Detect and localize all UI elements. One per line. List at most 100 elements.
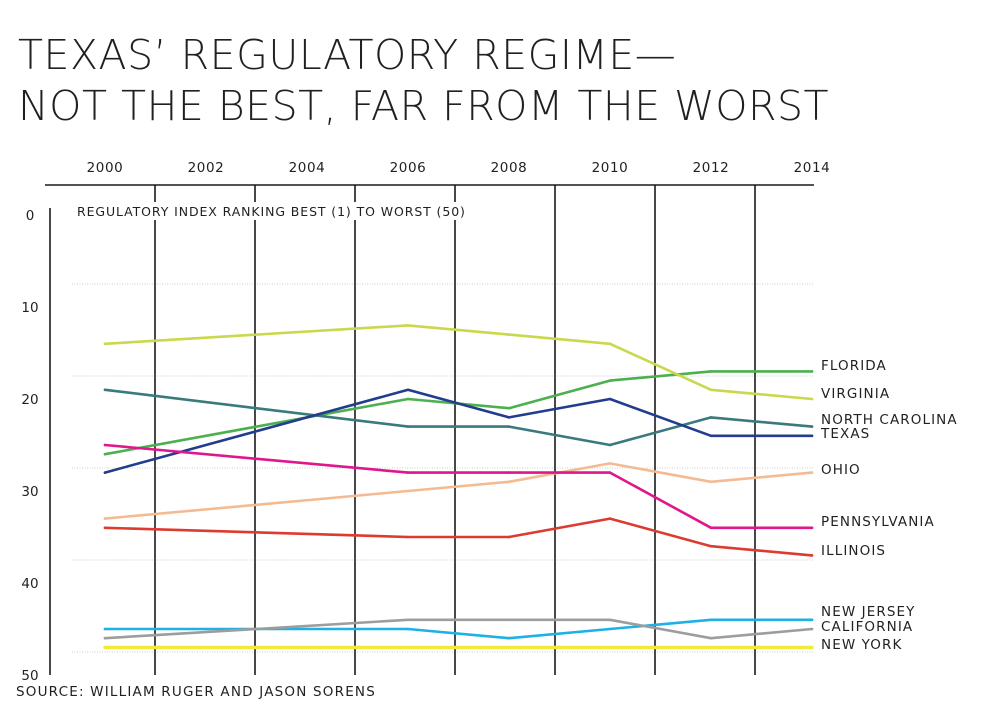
series-line-florida: [103, 370, 814, 456]
series-line-pennsylvania: [103, 443, 814, 530]
data-point-florida-2006: [406, 397, 410, 401]
series-label-illinois: ILLINOIS: [821, 543, 886, 559]
series-line-virginia: [103, 324, 814, 401]
data-point-new-york-2000: [103, 646, 107, 649]
data-point-texas-2010: [608, 397, 612, 401]
data-point-new-jersey-2014: [810, 618, 814, 622]
data-point-north-carolina-2012: [709, 416, 713, 419]
series-pennsylvania: PENNSYLVANIA: [103, 443, 935, 530]
x-tick-label-2004: 2004: [289, 160, 326, 176]
x-tick-label-2008: 2008: [491, 160, 528, 176]
data-point-illinois-2012: [709, 544, 713, 548]
x-tick-label-2000: 2000: [87, 160, 124, 176]
series-line-illinois: [103, 517, 814, 557]
data-point-virginia-2006: [406, 324, 410, 327]
data-point-texas-2012: [709, 434, 713, 438]
data-point-new-jersey-2012: [709, 618, 713, 622]
x-tick-label-2006: 2006: [390, 160, 427, 176]
series-label-north-carolina: NORTH CAROLINA: [821, 412, 958, 428]
series-label-virginia: VIRGINIA: [821, 386, 890, 402]
series-north-carolina: NORTH CAROLINA: [103, 388, 958, 447]
data-point-virginia-2010: [608, 342, 612, 346]
data-point-texas-2014: [810, 434, 814, 438]
data-point-texas-2008: [507, 416, 511, 419]
series-label-texas: TEXAS: [820, 426, 870, 442]
data-point-north-carolina-2008: [507, 425, 511, 428]
data-point-new-york-2012: [709, 646, 713, 649]
data-point-virginia-2014: [810, 397, 814, 401]
data-point-new-york-2010: [608, 646, 612, 649]
y-tick-label-50: 50: [21, 668, 38, 684]
data-point-illinois-2006: [406, 535, 410, 539]
x-tick-label-2010: 2010: [592, 160, 629, 176]
series-illinois: ILLINOIS: [103, 517, 886, 559]
y-tick-label-40: 40: [21, 576, 38, 592]
data-point-pennsylvania-2008: [507, 471, 511, 474]
y-tick-label-30: 30: [21, 484, 38, 500]
y-tick-label-0: 0: [26, 208, 35, 224]
data-point-illinois-2000: [103, 526, 107, 530]
series-label-new-jersey: NEW JERSEY: [821, 604, 916, 620]
data-point-pennsylvania-2012: [709, 526, 713, 530]
source-note: SOURCE: WILLIAM RUGER AND JASON SORENS: [16, 684, 376, 700]
series-texas: TEXAS: [103, 388, 870, 474]
series-label-new-york: NEW YORK: [821, 637, 902, 653]
data-point-new-jersey-2008: [507, 636, 511, 640]
series-line-north-carolina: [103, 388, 814, 447]
data-point-ohio-2012: [709, 480, 713, 484]
y-tick-label-10: 10: [21, 300, 38, 316]
data-point-new-jersey-2006: [406, 627, 410, 631]
series-new-jersey: NEW JERSEY: [103, 604, 916, 640]
data-point-new-york-2014: [810, 646, 814, 649]
data-point-new-york-2008: [507, 646, 511, 649]
data-point-illinois-2008: [507, 535, 511, 539]
data-point-california-2014: [810, 627, 814, 631]
chart-title-line-1: TEXAS’ REGULATORY REGIME—: [18, 31, 677, 79]
data-point-illinois-2014: [810, 554, 814, 557]
data-point-florida-2000: [103, 452, 107, 456]
x-tick-label-2002: 2002: [188, 160, 225, 176]
data-point-north-carolina-2006: [406, 425, 410, 428]
data-point-ohio-2000: [103, 517, 107, 520]
data-point-virginia-2012: [709, 388, 713, 392]
series-ohio: OHIO: [103, 462, 861, 520]
x-tick-label-2012: 2012: [693, 160, 730, 176]
data-point-ohio-2006: [406, 489, 410, 493]
series-california: CALIFORNIA: [103, 618, 912, 640]
data-point-florida-2008: [507, 406, 511, 410]
data-point-pennsylvania-2000: [103, 443, 107, 447]
series-new-york: NEW YORK: [103, 637, 902, 653]
series-label-ohio: OHIO: [821, 462, 861, 478]
series-label-pennsylvania: PENNSYLVANIA: [821, 514, 935, 530]
data-point-florida-2010: [608, 379, 612, 382]
chart-subtitle: REGULATORY INDEX RANKING BEST (1) TO WOR…: [77, 204, 466, 219]
data-point-virginia-2000: [103, 342, 107, 346]
data-point-new-jersey-2010: [608, 627, 612, 631]
data-point-illinois-2010: [608, 517, 612, 520]
data-point-north-carolina-2010: [608, 443, 612, 447]
data-point-north-carolina-2014: [810, 425, 814, 428]
data-point-north-carolina-2000: [103, 388, 107, 392]
data-point-ohio-2014: [810, 471, 814, 474]
data-point-texas-2000: [103, 471, 107, 474]
chart-title: TEXAS’ REGULATORY REGIME— NOT THE BEST, …: [18, 30, 829, 132]
data-point-virginia-2008: [507, 333, 511, 336]
data-point-california-2000: [103, 636, 107, 640]
data-point-florida-2014: [810, 370, 814, 373]
series-line-new-jersey: [103, 618, 814, 640]
data-point-ohio-2010: [608, 462, 612, 465]
data-point-california-2008: [507, 618, 511, 622]
data-point-new-york-2006: [406, 646, 410, 649]
chart-title-line-2: NOT THE BEST, FAR FROM THE WORST: [18, 82, 830, 130]
data-point-florida-2012: [709, 370, 713, 373]
data-point-ohio-2008: [507, 480, 511, 484]
data-point-texas-2006: [406, 388, 410, 392]
data-point-california-2006: [406, 618, 410, 622]
data-point-pennsylvania-2006: [406, 471, 410, 474]
series-virginia: VIRGINIA: [103, 324, 890, 402]
data-point-new-jersey-2000: [103, 627, 107, 631]
series-line-california: [103, 618, 814, 640]
series-florida: FLORIDA: [103, 358, 886, 456]
y-tick-label-20: 20: [21, 392, 38, 408]
